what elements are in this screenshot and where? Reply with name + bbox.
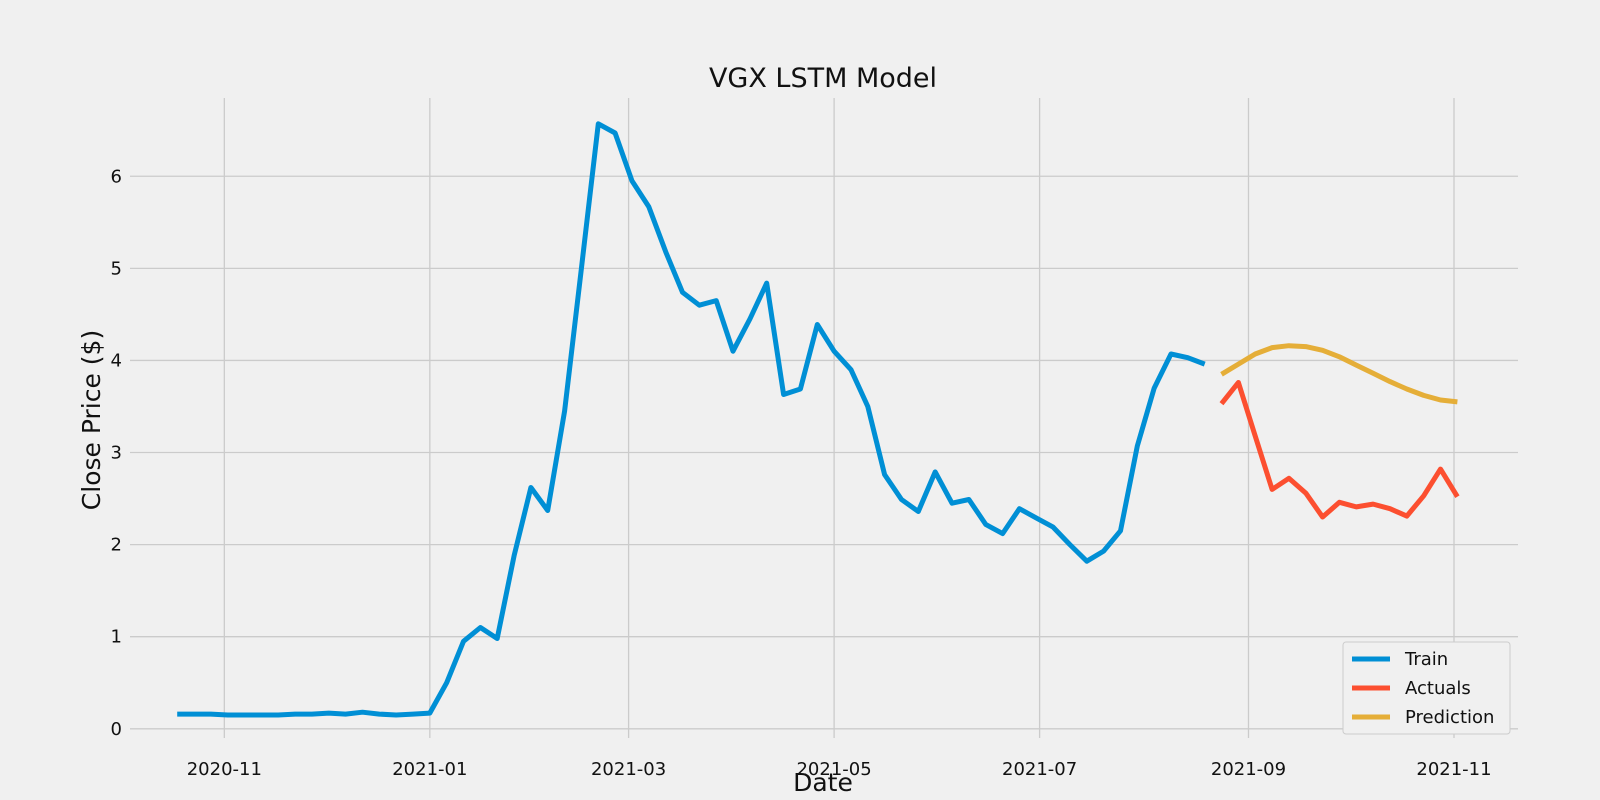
y-tick-label: 3 [111,443,122,464]
legend-label-prediction: Prediction [1405,707,1494,728]
x-tick-label: 2021-07 [1002,759,1077,780]
legend: Train Actuals Prediction [1342,641,1511,735]
y-tick-label: 1 [111,627,122,648]
series-line-train [177,121,1206,718]
y-tick-label: 2 [111,535,122,556]
y-tick-label: 4 [111,350,122,371]
x-axis-label: Date [793,768,853,797]
y-tick-label: 5 [111,258,122,279]
series-line-prediction [1220,343,1458,405]
chart-title: VGX LSTM Model [709,63,937,94]
x-tick-label: 2020-11 [187,759,262,780]
x-tick-label: 2021-03 [591,759,666,780]
grid [130,98,1518,738]
legend-frame [1342,641,1511,735]
y-axis-label: Close Price ($) [77,330,106,510]
legend-label-actuals: Actuals [1405,678,1471,699]
x-tick-label: 2021-05 [796,759,871,780]
x-axis-ticks: 2020-11 2021-01 2021-03 2021-05 2021-07 2021-… [187,759,1492,780]
x-tick-label: 2021-11 [1416,759,1491,780]
y-axis-ticks: 0 1 2 3 4 5 6 [111,166,122,740]
series-line-actuals [1219,380,1460,520]
y-tick-label: 0 [111,719,122,740]
plot-area [177,121,1460,718]
legend-label-train: Train [1404,649,1448,670]
y-tick-label: 6 [111,166,122,187]
x-tick-label: 2021-01 [392,759,467,780]
x-tick-label: 2021-09 [1211,759,1286,780]
